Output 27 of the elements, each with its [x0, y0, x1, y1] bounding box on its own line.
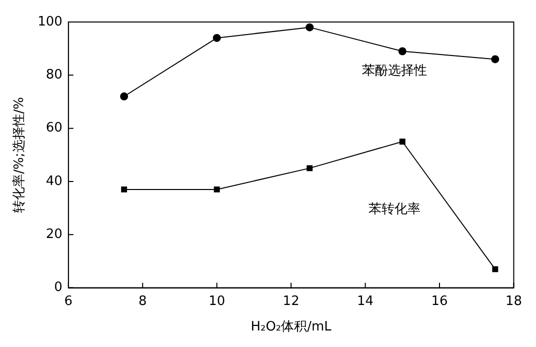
series-label: 苯酚选择性 — [362, 64, 427, 79]
point — [399, 138, 406, 145]
point — [306, 165, 313, 172]
series-label: 苯转化率 — [368, 200, 420, 217]
y-axis-title: 转化率/%;选择性/% — [11, 96, 28, 213]
point — [121, 186, 128, 192]
point — [214, 186, 220, 192]
x-tick-label: 16 — [431, 294, 448, 309]
x-tick-label: 10 — [208, 294, 226, 309]
point — [491, 55, 500, 64]
x-tick-label: 14 — [357, 294, 374, 309]
x-axis-title: H₂O₂体积/mL — [250, 320, 332, 335]
point — [120, 92, 128, 100]
x-tick-label: 6 — [64, 294, 73, 309]
x-tick-label: 8 — [138, 294, 147, 309]
y-tick-label: 20 — [46, 227, 62, 242]
point — [212, 34, 221, 42]
point — [398, 47, 406, 56]
y-tick-label: 40 — [46, 174, 62, 189]
point — [306, 23, 314, 32]
x-tick-label: 12 — [282, 294, 300, 309]
point — [492, 266, 498, 272]
x-tick-label: 18 — [505, 294, 522, 309]
y-tick-label: 60 — [46, 120, 62, 136]
y-tick-label: 100 — [38, 14, 62, 30]
y-tick-label: 0 — [54, 280, 62, 296]
y-tick-label: 80 — [46, 68, 62, 83]
